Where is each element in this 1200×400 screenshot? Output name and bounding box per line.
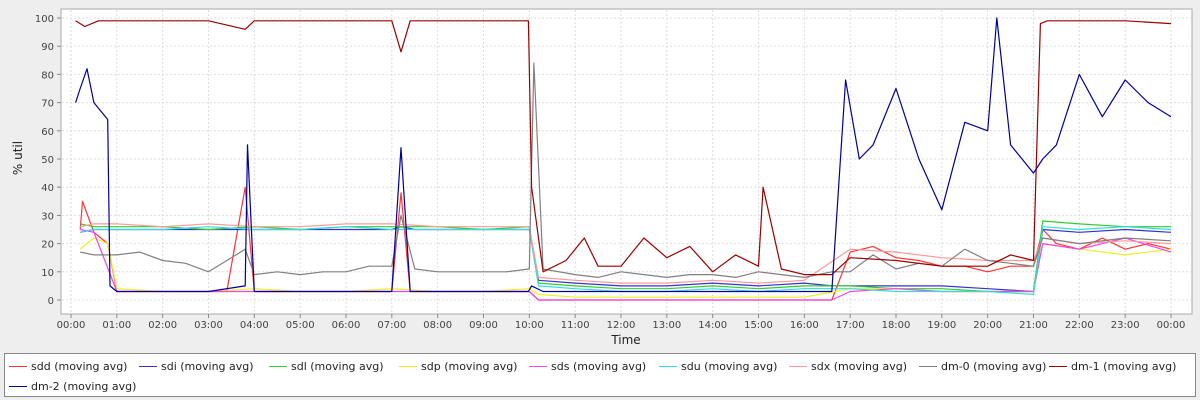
legend-item: sdu (moving avg) (659, 356, 777, 376)
grid-lines (62, 10, 1191, 313)
legend-label: sdp (moving avg) (421, 359, 518, 373)
legend-item: sds (moving avg) (529, 356, 646, 376)
x-tick-label: 04:00 (240, 320, 269, 331)
legend-item: dm-2 (moving avg) (9, 376, 136, 396)
y-tick-label: 20 (41, 240, 54, 251)
y-tick-label: 50 (41, 155, 54, 166)
x-tick-label: 14:00 (698, 320, 727, 331)
y-tick-label: 0 (48, 296, 54, 307)
x-tick-label: 03:00 (194, 320, 223, 331)
legend-label: dm-0 (moving avg) (941, 359, 1047, 373)
y-axis-title: % util (11, 141, 25, 175)
x-tick-label: 20:00 (973, 320, 1002, 331)
series-line-6 (80, 223, 1172, 284)
legend-label: dm-2 (moving avg) (31, 379, 137, 393)
x-tick-label: 15:00 (744, 320, 773, 331)
x-tick-label: 22:00 (1065, 320, 1094, 331)
legend-row: dm-2 (moving avg) (5, 376, 1195, 396)
x-tick-label: 06:00 (332, 320, 361, 331)
series-lines (75, 17, 1172, 301)
series-line-5 (80, 226, 1172, 295)
legend-swatch (269, 365, 287, 367)
series-line-4 (80, 228, 1172, 301)
x-tick-label: 00:00 (1157, 320, 1186, 331)
legend-item: dm-1 (moving avg) (1049, 356, 1176, 376)
legend-label: sds (moving avg) (551, 359, 647, 373)
x-tick-label: 21:00 (1019, 320, 1048, 331)
series-line-9 (75, 17, 1172, 293)
legend: sdd (moving avg) sdi (moving avg) sdl (mov… (4, 353, 1196, 397)
y-tick-label: 10 (41, 268, 54, 279)
legend-item: dm-0 (moving avg) (919, 356, 1046, 376)
legend-row: sdd (moving avg) sdi (moving avg) sdl (mov… (5, 356, 1195, 376)
x-tick-label: 23:00 (1111, 320, 1140, 331)
y-tick-label: 80 (41, 70, 54, 81)
x-tick-label: 19:00 (927, 320, 956, 331)
x-tick-label: 02:00 (148, 320, 177, 331)
legend-swatch (1049, 365, 1067, 367)
legend-label: sdu (moving avg) (681, 359, 778, 373)
x-tick-label: 01:00 (102, 320, 131, 331)
legend-item: sdx (moving avg) (789, 356, 907, 376)
x-tick-label: 09:00 (469, 320, 498, 331)
x-tick-label: 07:00 (377, 320, 406, 331)
series-line-8 (75, 20, 1172, 276)
legend-swatch (9, 385, 27, 387)
y-tick-label: 70 (41, 99, 54, 110)
x-tick-label: 05:00 (286, 320, 315, 331)
x-tick-label: 18:00 (882, 320, 911, 331)
x-tick-label: 17:00 (836, 320, 865, 331)
plot-area (60, 8, 1193, 315)
x-axis-title: Time (610, 333, 640, 347)
legend-item: sdp (moving avg) (399, 356, 517, 376)
x-tick-label: 13:00 (652, 320, 681, 331)
x-tick-label: 08:00 (423, 320, 452, 331)
legend-item: sdl (moving avg) (269, 356, 384, 376)
y-axis-ticks: 0 10 20 30 40 50 60 70 80 90 100 (35, 14, 61, 307)
x-axis-ticks: 00:00 01:00 02:00 03:00 04:00 05:00 06:00 07:00… (57, 314, 1186, 331)
x-tick-label: 11:00 (561, 320, 590, 331)
legend-swatch (529, 365, 547, 367)
legend-swatch (9, 365, 27, 367)
legend-label: sdx (moving avg) (811, 359, 907, 373)
y-tick-label: 30 (41, 211, 54, 222)
legend-label: sdd (moving avg) (31, 359, 128, 373)
x-tick-label: 12:00 (607, 320, 636, 331)
x-tick-label: 10:00 (515, 320, 544, 331)
legend-swatch (399, 365, 417, 367)
y-tick-label: 60 (41, 127, 54, 138)
y-tick-label: 100 (35, 14, 54, 25)
legend-item: sdi (moving avg) (139, 356, 254, 376)
legend-swatch (919, 365, 937, 367)
y-tick-label: 40 (41, 183, 54, 194)
legend-swatch (789, 365, 807, 367)
legend-item: sdd (moving avg) (9, 356, 127, 376)
x-tick-label: 00:00 (57, 320, 86, 331)
legend-swatch (659, 365, 677, 367)
x-tick-label: 16:00 (790, 320, 819, 331)
legend-label: sdl (moving avg) (291, 359, 384, 373)
legend-label: sdi (moving avg) (161, 359, 254, 373)
legend-label: dm-1 (moving avg) (1071, 359, 1177, 373)
y-tick-label: 90 (41, 42, 54, 53)
legend-swatch (139, 365, 157, 367)
